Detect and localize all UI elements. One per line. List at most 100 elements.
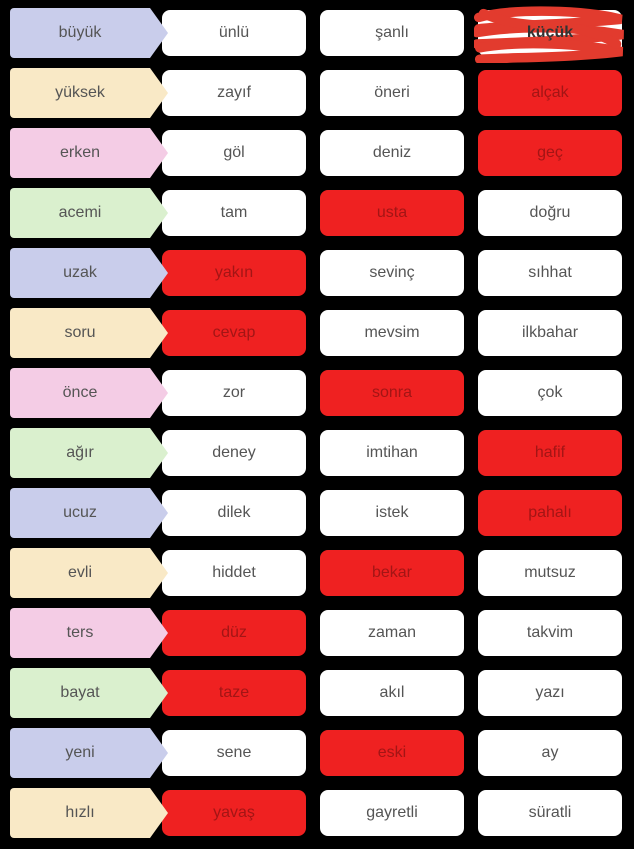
prompt-tag: acemi bbox=[10, 188, 150, 238]
answer-label: şanlı bbox=[375, 24, 409, 42]
row: önce zor sonra çok bbox=[10, 368, 624, 418]
answer-card[interactable]: imtihan bbox=[318, 428, 466, 478]
answer-label: istek bbox=[376, 504, 409, 522]
answer-card[interactable]: tam bbox=[160, 188, 308, 238]
answer-card[interactable]: geç bbox=[476, 128, 624, 178]
prompt-tag: yeni bbox=[10, 728, 150, 778]
answer-card[interactable]: mutsuz bbox=[476, 548, 624, 598]
prompt-label: yeni bbox=[65, 744, 94, 762]
row: acemi tam usta doğru bbox=[10, 188, 624, 238]
answer-label: pahalı bbox=[528, 504, 572, 522]
answer-label: deney bbox=[212, 444, 256, 462]
answer-label: zaman bbox=[368, 624, 416, 642]
answer-card[interactable]: sene bbox=[160, 728, 308, 778]
answer-card[interactable]: zaman bbox=[318, 608, 466, 658]
answer-card[interactable]: düz bbox=[160, 608, 308, 658]
answer-label: doğru bbox=[530, 204, 571, 222]
prompt-label: yüksek bbox=[55, 84, 105, 102]
answer-label: tam bbox=[221, 204, 248, 222]
answer-card[interactable]: ünlü bbox=[160, 8, 308, 58]
answer-label: gayretli bbox=[366, 804, 418, 822]
answer-card[interactable]: deniz bbox=[318, 128, 466, 178]
answer-card[interactable]: yavaş bbox=[160, 788, 308, 838]
answer-card[interactable]: sonra bbox=[318, 368, 466, 418]
answer-label: deniz bbox=[373, 144, 411, 162]
answer-label: ilkbahar bbox=[522, 324, 578, 342]
answer-card[interactable]: eski bbox=[318, 728, 466, 778]
prompt-label: soru bbox=[64, 324, 95, 342]
answer-card[interactable]: ilkbahar bbox=[476, 308, 624, 358]
answer-card[interactable]: göl bbox=[160, 128, 308, 178]
row: evli hiddet bekarmutsuz bbox=[10, 548, 624, 598]
answer-label: ay bbox=[542, 744, 559, 762]
answer-card[interactable]: zor bbox=[160, 368, 308, 418]
answer-card[interactable]: gayretli bbox=[318, 788, 466, 838]
answer-label: çok bbox=[538, 384, 563, 402]
answer-label: sonra bbox=[372, 384, 412, 402]
answer-label: süratli bbox=[529, 804, 572, 822]
answer-card[interactable]: akıl bbox=[318, 668, 466, 718]
prompt-label: ucuz bbox=[63, 504, 97, 522]
answer-label: sevinç bbox=[369, 264, 414, 282]
prompt-tag: evli bbox=[10, 548, 150, 598]
answer-card[interactable]: yazı bbox=[476, 668, 624, 718]
prompt-label: erken bbox=[60, 144, 100, 162]
answer-label: eski bbox=[378, 744, 406, 762]
answer-card[interactable]: ay bbox=[476, 728, 624, 778]
row: ucuz dilek istek pahalı bbox=[10, 488, 624, 538]
answer-card[interactable]: zayıf bbox=[160, 68, 308, 118]
answer-card[interactable]: çok bbox=[476, 368, 624, 418]
answer-label: küçük bbox=[527, 24, 573, 42]
answer-card[interactable]: bekar bbox=[318, 548, 466, 598]
answer-card[interactable]: istek bbox=[318, 488, 466, 538]
prompt-tag: yüksek bbox=[10, 68, 150, 118]
answer-card[interactable]: yakın bbox=[160, 248, 308, 298]
answer-card[interactable]: pahalı bbox=[476, 488, 624, 538]
answer-card[interactable]: hafif bbox=[476, 428, 624, 478]
answer-card[interactable]: küçük bbox=[476, 8, 624, 58]
answer-label: cevap bbox=[213, 324, 256, 342]
answer-card[interactable]: dilek bbox=[160, 488, 308, 538]
answer-card[interactable]: sevinç bbox=[318, 248, 466, 298]
prompt-label: önce bbox=[63, 384, 98, 402]
answer-card[interactable]: cevap bbox=[160, 308, 308, 358]
answer-label: yavaş bbox=[213, 804, 255, 822]
prompt-tag: soru bbox=[10, 308, 150, 358]
answer-card[interactable]: usta bbox=[318, 188, 466, 238]
answer-card[interactable]: öneri bbox=[318, 68, 466, 118]
row: hızlı yavaş gayretli süratli bbox=[10, 788, 624, 838]
row: yüksek zayıfönerialçak bbox=[10, 68, 624, 118]
answer-card[interactable]: takvim bbox=[476, 608, 624, 658]
row: ters düz zaman takvim bbox=[10, 608, 624, 658]
answer-label: takvim bbox=[527, 624, 573, 642]
prompt-label: ters bbox=[67, 624, 94, 642]
answer-label: hiddet bbox=[212, 564, 256, 582]
row: yeni sene eski ay bbox=[10, 728, 624, 778]
prompt-label: hızlı bbox=[65, 804, 94, 822]
answer-label: geç bbox=[537, 144, 563, 162]
prompt-tag: ağır bbox=[10, 428, 150, 478]
answer-card[interactable]: şanlı bbox=[318, 8, 466, 58]
prompt-label: acemi bbox=[59, 204, 102, 222]
prompt-tag: büyük bbox=[10, 8, 150, 58]
answer-card[interactable]: alçak bbox=[476, 68, 624, 118]
row: erken göl deniz geç bbox=[10, 128, 624, 178]
answer-card[interactable]: deney bbox=[160, 428, 308, 478]
answer-card[interactable]: süratli bbox=[476, 788, 624, 838]
answer-label: imtihan bbox=[366, 444, 418, 462]
prompt-tag: hızlı bbox=[10, 788, 150, 838]
answer-label: usta bbox=[377, 204, 407, 222]
answer-card[interactable]: sıhhat bbox=[476, 248, 624, 298]
row: uzakyakınsevinçsıhhat bbox=[10, 248, 624, 298]
answer-label: göl bbox=[223, 144, 244, 162]
prompt-tag: ters bbox=[10, 608, 150, 658]
answer-label: düz bbox=[221, 624, 247, 642]
answer-card[interactable]: doğru bbox=[476, 188, 624, 238]
answer-card[interactable]: hiddet bbox=[160, 548, 308, 598]
row: soru cevap mevsim ilkbahar bbox=[10, 308, 624, 358]
row: bayattazeakılyazı bbox=[10, 668, 624, 718]
answer-label: zor bbox=[223, 384, 245, 402]
prompt-tag: ucuz bbox=[10, 488, 150, 538]
answer-card[interactable]: mevsim bbox=[318, 308, 466, 358]
answer-card[interactable]: taze bbox=[160, 668, 308, 718]
